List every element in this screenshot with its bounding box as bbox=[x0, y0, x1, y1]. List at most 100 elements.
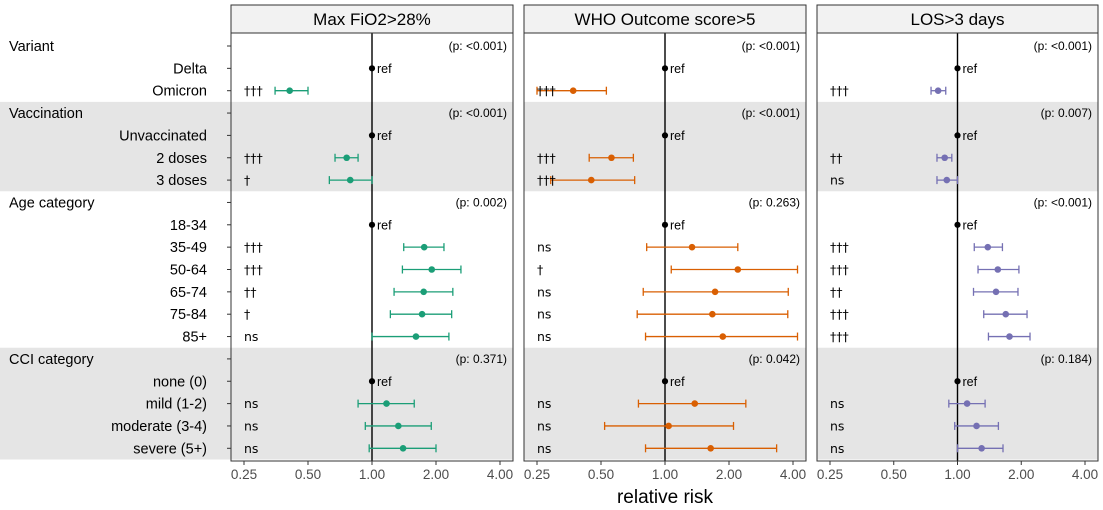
x-tick-label: 4.00 bbox=[780, 467, 806, 482]
ref-point bbox=[661, 221, 669, 228]
significance-label: ††† bbox=[830, 83, 849, 98]
ref-point bbox=[661, 65, 669, 72]
ref-label: ref bbox=[670, 62, 685, 76]
significance-label: ns bbox=[830, 418, 844, 433]
panel: WHO Outcome score>5 (p: <0.001) ref ††† (p: … bbox=[523, 4, 807, 482]
panel: Max FiO2>28% (p: <0.001) ref ††† (p: <0.001)… bbox=[230, 4, 514, 482]
estimate-point bbox=[569, 87, 577, 94]
panel-title: Max FiO2>28% bbox=[313, 10, 431, 29]
significance-label: ††† bbox=[537, 83, 556, 98]
row-label: Unvaccinated bbox=[119, 128, 207, 144]
p-value-label: (p: <0.001) bbox=[449, 106, 507, 120]
x-tick-label: 1.00 bbox=[359, 467, 385, 482]
x-tick-label: 0.50 bbox=[588, 467, 614, 482]
estimate-point bbox=[346, 176, 354, 184]
p-value-label: (p: 0.002) bbox=[456, 195, 507, 209]
estimate-point bbox=[984, 243, 992, 251]
panel: LOS>3 days (p: <0.001) ref ††† (p: 0.007) ref… bbox=[816, 4, 1099, 482]
significance-label: ns bbox=[830, 173, 844, 188]
p-value-label: (p: 0.042) bbox=[749, 352, 800, 366]
ref-point bbox=[954, 65, 961, 72]
panel-marks bbox=[536, 65, 799, 453]
ref-point bbox=[954, 221, 961, 228]
significance-label: † bbox=[244, 307, 250, 322]
estimate-point bbox=[383, 400, 390, 407]
p-value-label: (p: <0.001) bbox=[449, 39, 507, 53]
estimate-point bbox=[665, 422, 672, 430]
estimate-point bbox=[1002, 310, 1010, 318]
significance-label: ns bbox=[537, 307, 551, 322]
panel-marks bbox=[930, 65, 1031, 453]
estimate-point bbox=[711, 288, 719, 296]
group-label: Vaccination bbox=[9, 106, 83, 122]
significance-label: ns bbox=[537, 284, 551, 299]
x-tick-label: 0.50 bbox=[881, 467, 907, 482]
significance-label: ††† bbox=[244, 262, 263, 277]
significance-label: ††† bbox=[244, 83, 263, 98]
p-value-label: (p: 0.184) bbox=[1041, 352, 1092, 366]
estimate-point bbox=[420, 243, 428, 251]
group-label: CCI category bbox=[9, 352, 94, 368]
ref-point bbox=[954, 132, 961, 139]
estimate-point bbox=[395, 422, 402, 430]
significance-label: ††† bbox=[244, 150, 263, 165]
estimate-point bbox=[286, 87, 293, 94]
estimate-point bbox=[688, 243, 696, 251]
panel-title: LOS>3 days bbox=[910, 10, 1004, 29]
ref-label: ref bbox=[670, 375, 685, 389]
significance-label: † bbox=[244, 173, 250, 188]
group-band-label bbox=[0, 347, 231, 460]
significance-label: †† bbox=[830, 150, 843, 165]
ref-label: ref bbox=[670, 218, 685, 232]
row-label: severe (5+) bbox=[133, 441, 207, 457]
x-tick-label: 4.00 bbox=[1072, 467, 1098, 482]
x-tick-label: 1.00 bbox=[944, 467, 970, 482]
p-value-label: (p: <0.001) bbox=[742, 39, 800, 53]
estimate-point bbox=[963, 400, 971, 407]
row-label: Omicron bbox=[152, 84, 207, 100]
ref-point bbox=[368, 378, 376, 385]
estimate-point bbox=[428, 266, 436, 273]
group-label: Age category bbox=[9, 195, 95, 211]
ref-label: ref bbox=[670, 129, 685, 143]
ref-label: ref bbox=[963, 62, 978, 76]
row-labels: Variant Delta Omicron Vaccination Unvaccinat… bbox=[9, 39, 231, 457]
p-value-label: (p: 0.263) bbox=[749, 195, 800, 209]
estimate-point bbox=[412, 333, 420, 340]
row-label: 35-49 bbox=[170, 240, 207, 256]
significance-label: ns bbox=[537, 441, 551, 456]
panels: Max FiO2>28%(p: <0.001)ref†††(p: <0.001)… bbox=[230, 4, 1099, 482]
significance-label: ns bbox=[244, 418, 258, 433]
ref-label: ref bbox=[963, 129, 978, 143]
estimate-point bbox=[934, 87, 942, 94]
significance-label: ns bbox=[244, 329, 258, 344]
ref-point bbox=[954, 378, 961, 385]
estimate-point bbox=[418, 310, 426, 318]
estimate-point bbox=[587, 176, 595, 184]
ref-point bbox=[368, 221, 376, 228]
row-label: 65-74 bbox=[170, 285, 207, 301]
ref-label: ref bbox=[377, 218, 392, 232]
significance-label: ††† bbox=[830, 262, 849, 277]
estimate-point bbox=[994, 266, 1002, 273]
significance-label: †† bbox=[830, 284, 843, 299]
p-value-label: (p: 0.007) bbox=[1041, 106, 1092, 120]
row-label: moderate (3-4) bbox=[111, 419, 207, 435]
ref-label: ref bbox=[963, 218, 978, 232]
x-tick-label: 1.00 bbox=[652, 467, 678, 482]
row-label: none (0) bbox=[153, 374, 207, 390]
significance-label: ns bbox=[244, 441, 258, 456]
significance-label: ns bbox=[830, 441, 844, 456]
row-label: 3 doses bbox=[156, 173, 207, 189]
significance-label: ns bbox=[244, 396, 258, 411]
estimate-point bbox=[941, 154, 948, 162]
group-band-label bbox=[0, 101, 231, 192]
significance-label: ††† bbox=[537, 150, 556, 165]
x-tick-label: 2.00 bbox=[1008, 467, 1034, 482]
p-value-label: (p: <0.001) bbox=[1034, 195, 1092, 209]
significance-label: ††† bbox=[537, 173, 556, 188]
ref-point bbox=[368, 65, 376, 72]
row-label: 50-64 bbox=[170, 263, 207, 279]
estimate-point bbox=[608, 154, 615, 162]
